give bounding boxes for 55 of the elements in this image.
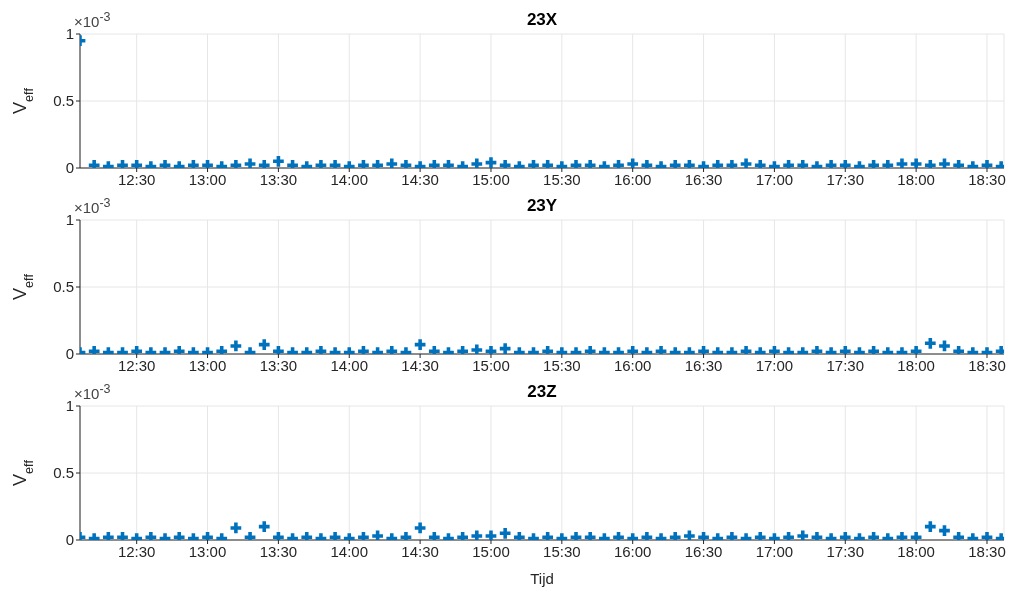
x-tick-label: 14:30	[401, 170, 439, 188]
x-tick-label: 18:30	[968, 356, 1006, 374]
y-tick-label: 1	[65, 25, 74, 43]
x-tick-label: 15:00	[472, 542, 510, 560]
x-tick-label: 13:00	[188, 356, 227, 374]
x-tick-label: 13:30	[259, 170, 298, 188]
x-tick-label: 16:30	[684, 542, 723, 560]
x-tick-label: 14:30	[401, 356, 439, 374]
x-tick-label: 13:00	[188, 170, 227, 188]
x-tick-label: 17:30	[826, 542, 865, 560]
x-tick-label: 13:30	[259, 356, 298, 374]
x-tick-label: 15:30	[543, 542, 581, 560]
y-tick-label: 0	[65, 345, 74, 363]
x-tick-label: 17:00	[755, 170, 794, 188]
x-tick-label: 12:30	[117, 542, 156, 560]
x-tick-label: 17:00	[755, 542, 794, 560]
x-tick-label: 15:00	[472, 170, 510, 188]
y-tick-label: 1	[65, 211, 74, 229]
x-tick-label: 18:00	[897, 170, 935, 188]
x-tick-label: 16:00	[613, 542, 652, 560]
x-tick-label: 14:30	[401, 542, 439, 560]
x-tick-label: 17:30	[826, 356, 865, 374]
x-tick-label: 16:30	[684, 356, 723, 374]
y-tick-label: 0	[65, 159, 74, 177]
x-tick-label: 15:00	[472, 356, 510, 374]
x-tick-label: 16:00	[613, 356, 652, 374]
x-tick-label: 18:00	[897, 356, 935, 374]
chart-title: 23Y	[526, 196, 558, 215]
x-tick-label: 14:00	[330, 356, 369, 374]
x-tick-label: 13:00	[188, 542, 227, 560]
text: ×10$^{-3}$	[74, 10, 111, 30]
chart-title: 23X	[526, 10, 558, 29]
text: ×10$^{-3}$	[74, 382, 111, 402]
x-tick-label: 12:30	[117, 170, 156, 188]
x-tick-label: 18:00	[897, 542, 935, 560]
y-tick-label: 0.5	[53, 464, 74, 482]
x-tick-label: 18:30	[968, 170, 1006, 188]
x-tick-label: 14:00	[330, 542, 369, 560]
x-tick-label: 16:00	[613, 170, 652, 188]
x-tick-label: 17:00	[755, 356, 794, 374]
x-tick-label: 15:30	[543, 170, 581, 188]
x-tick-label: 16:30	[684, 170, 723, 188]
x-tick-label: 12:30	[117, 356, 156, 374]
y-tick-label: 1	[65, 397, 74, 415]
x-tick-label: 13:30	[259, 542, 298, 560]
y-tick-label: 0	[65, 531, 74, 549]
y-tick-label: 0.5	[53, 92, 74, 110]
x-tick-label: 18:30	[968, 542, 1006, 560]
x-tick-label: 15:30	[543, 356, 581, 374]
x-axis-title: Tijd	[530, 570, 554, 587]
y-tick-label: 0.5	[53, 278, 74, 296]
x-tick-label: 17:30	[826, 170, 865, 188]
x-tick-label: 14:00	[330, 170, 369, 188]
chart-title: 23Z	[527, 382, 557, 401]
text: ×10$^{-3}$	[74, 196, 111, 216]
